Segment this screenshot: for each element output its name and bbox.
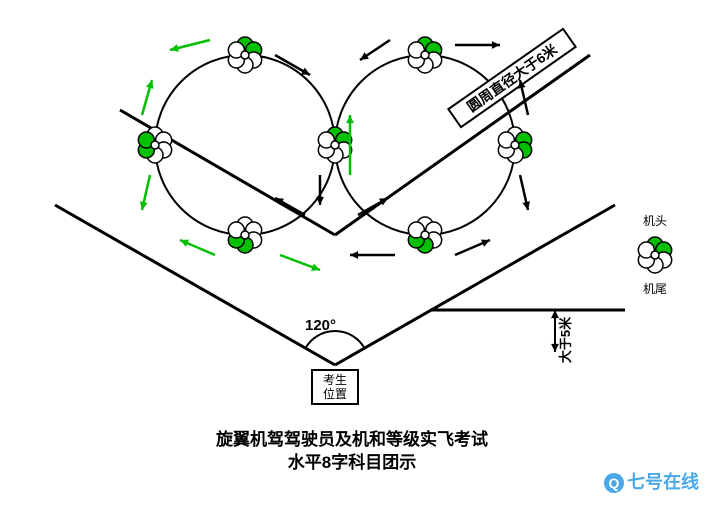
watermark: Q七号在线 (604, 468, 699, 494)
legend-head-label: 机头 (643, 214, 667, 228)
drone-icon (228, 217, 261, 253)
title-line1: 旋翼机驾驾驶员及机和等级实飞考试 (215, 429, 488, 449)
watermark-text: 七号在线 (627, 472, 699, 492)
drone-icon (138, 127, 171, 163)
svg-text:大于5米: 大于5米 (558, 316, 573, 363)
drone-icon (408, 217, 441, 253)
candidate-line1: 考生 (323, 373, 347, 387)
drone-icon (638, 237, 671, 273)
guide-line-right_up (335, 55, 590, 235)
drone-icon (318, 127, 351, 163)
guide-line-right (335, 205, 615, 365)
drone-icon (498, 127, 531, 163)
guide-line-left (55, 205, 335, 365)
height-label: 大于5米 (558, 316, 573, 363)
drone-icon (228, 37, 261, 73)
drone-icon (408, 37, 441, 73)
svg-text:圆周直径大于6米: 圆周直径大于6米 (464, 41, 561, 115)
watermark-q-icon: Q (604, 473, 624, 493)
candidate-line2: 位置 (323, 386, 347, 401)
angle-label: 120° (305, 317, 336, 334)
legend-tail-label: 机尾 (643, 282, 667, 296)
diagram-canvas: 120° 考生位置 圆周直径大于6米大于5米 机头机尾旋翼机驾驾驶员及机和等级实飞考试… (0, 0, 705, 500)
title-line2: 水平8字科目团示 (288, 452, 416, 472)
